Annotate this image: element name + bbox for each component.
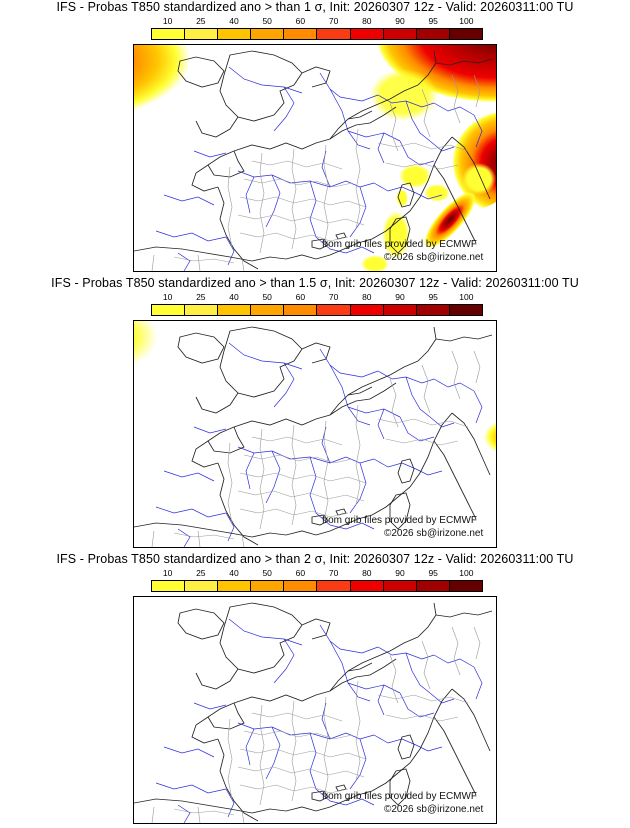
- colorbar-segment: [283, 581, 317, 591]
- colorbar-tick-label: 90: [395, 568, 405, 578]
- colorbar: 10 25 40 50 60 70 80 90 95 100: [151, 568, 483, 592]
- colorbar-tick-label: 50: [262, 292, 272, 302]
- panel-title: IFS - Probas T850 standardized ano > tha…: [56, 552, 574, 566]
- rivers-layer: [155, 618, 483, 823]
- colorbar-gradient: [151, 28, 483, 40]
- colorbar-segment: [415, 305, 449, 315]
- colorbar-segment: [349, 29, 383, 39]
- colorbar-segment: [217, 581, 251, 591]
- colorbar-segment: [349, 581, 383, 591]
- forecast-panel-1_5-sigma: IFS - Probas T850 standardized ano > tha…: [0, 276, 630, 552]
- credit-copyright: ©2026 sb@irizone.net: [384, 804, 483, 815]
- colorbar-tick-label: 50: [262, 16, 272, 26]
- colorbar-segment: [283, 29, 317, 39]
- colorbar-segment: [152, 305, 185, 315]
- colorbar-segment: [448, 581, 482, 591]
- colorbar-segment: [316, 29, 350, 39]
- colorbar-gradient: [151, 304, 483, 316]
- colorbar-tick-label: 90: [395, 292, 405, 302]
- colorbar-segment: [382, 581, 416, 591]
- credit-copyright: ©2026 sb@irizone.net: [384, 252, 483, 263]
- colorbar-segment: [184, 305, 218, 315]
- colorbar-segment: [415, 581, 449, 591]
- colorbar-segment: [250, 581, 284, 591]
- colorbar-tick-label: 80: [362, 292, 372, 302]
- colorbar-ticks: 10 25 40 50 60 70 80 90 95 100: [151, 568, 483, 580]
- colorbar-tick-label: 70: [328, 292, 339, 302]
- colorbar-tick-label: 60: [295, 16, 306, 26]
- map-canvas-2-sigma[interactable]: from grib files provided by ECMWF ©2026 …: [133, 596, 497, 824]
- colorbar-segment: [250, 305, 284, 315]
- borders-layer: [151, 350, 481, 547]
- coastline-layer: [134, 50, 493, 270]
- colorbar-tick-label: 95: [428, 16, 438, 26]
- colorbar-segment: [152, 581, 185, 591]
- credit-ecmwf: from grib files provided by ECMWF: [322, 515, 477, 526]
- colorbar: 10 25 40 50 60 70 80 90 95 100: [151, 16, 483, 40]
- colorbar-gradient: [151, 580, 483, 592]
- colorbar-segment: [316, 305, 350, 315]
- colorbar-segment: [217, 305, 251, 315]
- colorbar: 10 25 40 50 60 70 80 90 95 100: [151, 292, 483, 316]
- coastline-layer: [134, 602, 493, 822]
- colorbar-tick-label: 25: [196, 292, 206, 302]
- probability-shading: [134, 321, 496, 453]
- colorbar-tick-label: 25: [196, 568, 206, 578]
- colorbar-ticks: 10 25 40 50 60 70 80 90 95 100: [151, 16, 483, 28]
- credit-ecmwf: from grib files provided by ECMWF: [322, 791, 477, 802]
- colorbar-segment: [184, 581, 218, 591]
- panel-title: IFS - Probas T850 standardized ano > tha…: [56, 0, 574, 14]
- colorbar-segment: [152, 29, 185, 39]
- colorbar-tick-label: 95: [428, 568, 438, 578]
- colorbar-segment: [184, 29, 218, 39]
- map-canvas-1_5-sigma[interactable]: from grib files provided by ECMWF ©2026 …: [133, 320, 497, 548]
- colorbar-tick-label: 60: [295, 568, 306, 578]
- colorbar-segment: [448, 305, 482, 315]
- panel-title: IFS - Probas T850 standardized ano > tha…: [51, 276, 579, 290]
- colorbar-tick-label: 100: [459, 568, 474, 578]
- colorbar-segment: [349, 305, 383, 315]
- borders-layer: [151, 626, 481, 823]
- colorbar-ticks: 10 25 40 50 60 70 80 90 95 100: [151, 292, 483, 304]
- colorbar-tick-label: 70: [328, 568, 339, 578]
- forecast-panel-1-sigma: IFS - Probas T850 standardized ano > tha…: [0, 0, 630, 276]
- colorbar-segment: [316, 581, 350, 591]
- colorbar-tick-label: 100: [459, 292, 474, 302]
- colorbar-segment: [382, 305, 416, 315]
- map-canvas-1-sigma[interactable]: from grib files provided by ECMWF ©2026 …: [133, 44, 497, 272]
- colorbar-tick-label: 10: [162, 292, 173, 302]
- forecast-panel-2-sigma: IFS - Probas T850 standardized ano > tha…: [0, 552, 630, 828]
- colorbar-tick-label: 40: [229, 568, 239, 578]
- colorbar-tick-label: 70: [328, 16, 339, 26]
- colorbar-tick-label: 50: [262, 568, 272, 578]
- colorbar-tick-label: 10: [162, 16, 173, 26]
- colorbar-segment: [415, 29, 449, 39]
- borders-layer: [151, 74, 481, 271]
- colorbar-segment: [217, 29, 251, 39]
- colorbar-tick-label: 10: [162, 568, 173, 578]
- colorbar-tick-label: 100: [459, 16, 474, 26]
- colorbar-segment: [250, 29, 284, 39]
- credit-copyright: ©2026 sb@irizone.net: [384, 528, 483, 539]
- coastline-layer: [134, 326, 493, 546]
- colorbar-tick-label: 80: [362, 16, 372, 26]
- colorbar-tick-label: 60: [295, 292, 306, 302]
- colorbar-segment: [382, 29, 416, 39]
- colorbar-tick-label: 40: [229, 292, 239, 302]
- probability-shading: [134, 45, 496, 271]
- credit-ecmwf: from grib files provided by ECMWF: [322, 239, 477, 250]
- colorbar-segment: [448, 29, 482, 39]
- colorbar-tick-label: 90: [395, 16, 405, 26]
- colorbar-tick-label: 25: [196, 16, 206, 26]
- colorbar-tick-label: 40: [229, 16, 239, 26]
- colorbar-segment: [283, 305, 317, 315]
- colorbar-tick-label: 80: [362, 568, 372, 578]
- colorbar-tick-label: 95: [428, 292, 438, 302]
